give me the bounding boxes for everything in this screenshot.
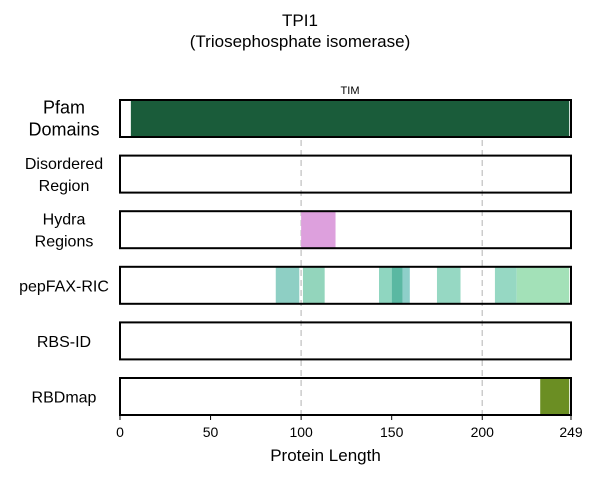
track-label: Region [39,178,90,195]
track-frame [119,265,572,305]
track-label: pepFAX-RIC [19,278,109,295]
track-segment [301,211,336,249]
track-segment [391,266,403,304]
x-tick-label: 249 [559,424,583,440]
track-label: RBS-ID [37,334,91,351]
track-segment [494,266,517,304]
chart-title-block: TPI1 (Triosephosphate isomerase) [0,10,600,52]
x-tick-label: 0 [116,424,124,440]
track-label: Disordered [25,156,103,173]
track-label: RBDmap [32,390,97,407]
track-label: Hydra [43,212,86,229]
chart-title: TPI1 [282,11,318,30]
x-tick-label: 50 [203,424,219,440]
track-segment [436,266,461,304]
chart-subtitle: (Triosephosphate isomerase) [189,32,411,51]
x-tick-label: 200 [471,424,495,440]
track-segment [402,266,410,304]
track-segment [302,266,325,304]
track-label: Domains [28,120,99,140]
track-frame [119,210,572,250]
track-frame [119,377,572,416]
track-segment [516,266,570,304]
track-segment [130,100,570,137]
track-label: Pfam [43,98,85,118]
track-frame [119,321,572,361]
x-tick-label: 150 [380,424,404,440]
x-axis-title: Protein Length [270,446,381,465]
track-label: Regions [35,234,94,251]
track-frame [119,99,572,138]
track-segment [540,378,570,415]
track-frame [119,154,572,194]
x-tick-label: 100 [289,424,313,440]
domain-label: TIM [341,85,360,97]
track-segment [379,266,392,304]
track-segment [275,266,300,304]
